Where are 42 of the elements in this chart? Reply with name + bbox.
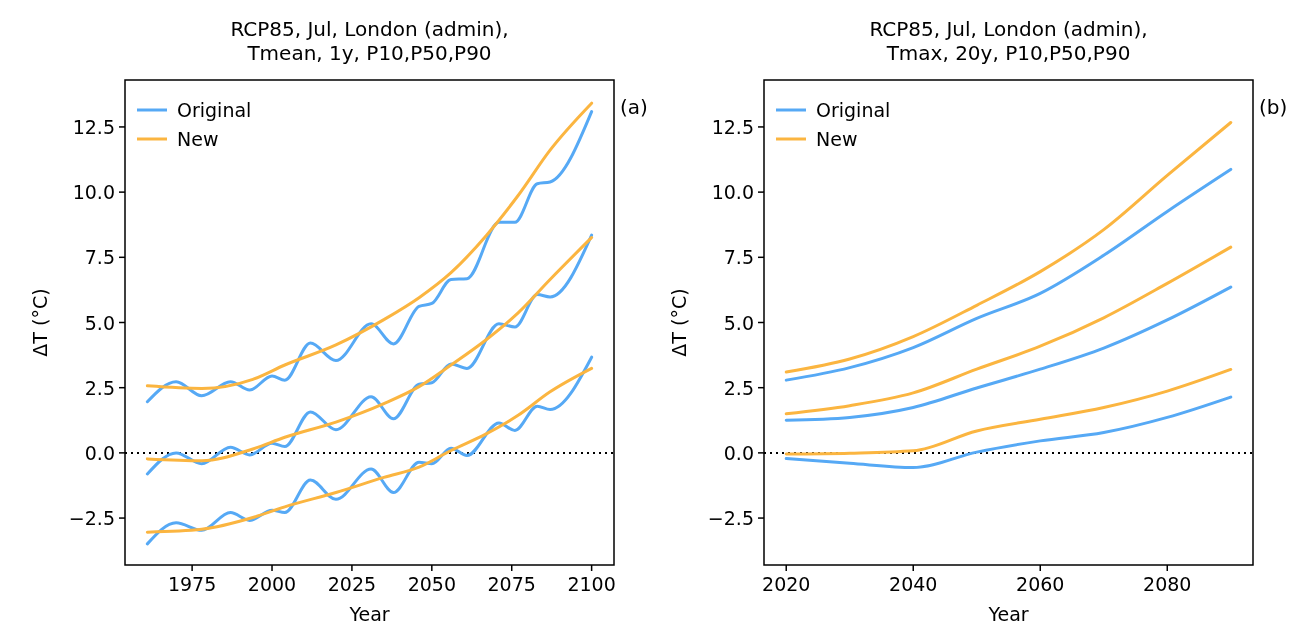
legend-label: Original	[177, 99, 252, 121]
x-tick-label: 2040	[889, 573, 938, 595]
x-tick-label: 2080	[1143, 573, 1192, 595]
x-tick-label: 2020	[762, 573, 811, 595]
line-series	[784, 395, 1233, 469]
x-tick-label: 2025	[327, 573, 377, 595]
y-axis-title: ΔT (°C)	[29, 288, 51, 357]
line-series	[784, 167, 1233, 382]
line-series	[784, 121, 1233, 374]
x-tick-label: 2050	[407, 573, 456, 595]
y-tick-label: 12.5	[711, 115, 754, 138]
y-tick-label: 10.0	[72, 181, 115, 204]
y-tick-label: 2.5	[723, 376, 754, 399]
text: (b)	[1259, 95, 1288, 119]
x-axis-title: Year	[348, 603, 390, 625]
text: (a)	[620, 95, 648, 119]
y-tick-label: 10.0	[711, 181, 754, 204]
y-tick-label: 0.0	[723, 441, 754, 464]
legend-label: Original	[816, 99, 891, 121]
chart-title: RCP85, Jul, London (admin), Tmean, 1y, P10,P50,P90	[230, 17, 509, 65]
x-tick-label: 2100	[567, 573, 616, 595]
legend-label: New	[816, 128, 858, 150]
legend-label: New	[177, 128, 219, 150]
y-tick-label: 7.5	[84, 246, 115, 269]
line-series	[784, 367, 1233, 456]
x-tick-label: 2060	[1016, 573, 1065, 595]
y-tick-label: −2.5	[707, 507, 754, 530]
line-series	[784, 245, 1233, 416]
y-tick-label: 5.0	[723, 311, 754, 334]
y-tick-label: −2.5	[68, 507, 115, 530]
line-series	[784, 285, 1233, 422]
chart-title: RCP85, Jul, London (admin), Tmax, 20y, P10,P50,P90	[869, 17, 1148, 65]
y-tick-label: 0.0	[84, 441, 115, 464]
y-axis-title: ΔT (°C)	[668, 288, 690, 357]
y-tick-label: 5.0	[84, 311, 115, 334]
x-tick-label: 2075	[487, 573, 536, 595]
y-tick-label: 7.5	[723, 246, 754, 269]
y-tick-label: 2.5	[84, 376, 115, 399]
x-tick-label: 2000	[247, 573, 297, 595]
x-axis-title: Year	[987, 603, 1029, 625]
x-tick-label: 1975	[167, 573, 217, 595]
y-tick-label: 12.5	[72, 115, 115, 138]
